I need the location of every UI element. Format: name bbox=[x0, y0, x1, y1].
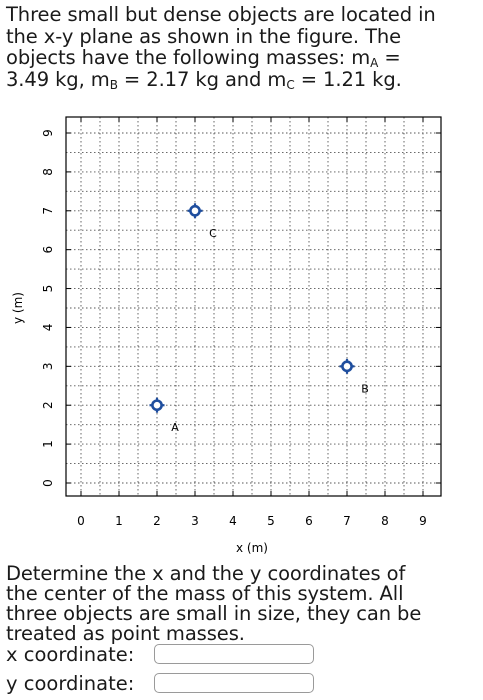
point-marker bbox=[151, 399, 163, 412]
y-tick-label: 7 bbox=[41, 207, 55, 215]
y-tick-label: 8 bbox=[41, 168, 55, 176]
x-axis-label: x (m) bbox=[236, 541, 268, 555]
problem-line-3: objects have the following masses: mA = bbox=[6, 47, 480, 69]
x-tick-label: 1 bbox=[115, 514, 123, 528]
x-tick-label: 4 bbox=[229, 514, 237, 528]
point-c: C bbox=[187, 203, 217, 240]
x-tick-labels: 0 1 2 3 4 5 6 7 8 9 bbox=[77, 514, 427, 528]
point-a: A bbox=[149, 397, 179, 434]
x-coordinate-input[interactable] bbox=[154, 644, 314, 664]
y-tick-label: 6 bbox=[41, 246, 55, 254]
x-tick-label: 6 bbox=[305, 514, 313, 528]
y-tick-label: 4 bbox=[41, 324, 55, 332]
x-tick-label: 7 bbox=[343, 514, 351, 528]
y-axis-label: y (m) bbox=[11, 292, 25, 324]
axis-ticks bbox=[66, 117, 441, 496]
data-points: A B C bbox=[149, 203, 369, 434]
point-label: A bbox=[171, 421, 179, 434]
x-tick-label: 0 bbox=[77, 514, 85, 528]
y-tick-label: 2 bbox=[41, 401, 55, 409]
question-line-4: treated as point masses. bbox=[6, 622, 245, 645]
point-b: B bbox=[339, 358, 369, 395]
y-tick-labels: 0 1 2 3 4 5 6 7 8 9 bbox=[41, 129, 55, 487]
problem-line-1: Three small but dense objects are locate… bbox=[6, 3, 436, 26]
y-tick-label: 9 bbox=[41, 129, 55, 137]
point-label: C bbox=[209, 227, 217, 240]
y-tick-label: 1 bbox=[41, 440, 55, 448]
x-tick-label: 2 bbox=[153, 514, 161, 528]
masses-intro: objects have the following masses: m bbox=[6, 46, 371, 69]
subscript-b: B bbox=[109, 77, 118, 92]
mass-b-value: = 2.17 kg and m bbox=[117, 67, 287, 91]
problem-line-4: 3.49 kg, mB = 2.17 kg and mC = 1.21 kg. bbox=[6, 67, 480, 92]
point-label: B bbox=[361, 382, 369, 395]
question-text: Determine the x and the y coordinates of… bbox=[6, 564, 480, 644]
x-tick-label: 5 bbox=[267, 514, 275, 528]
equals-sign: = bbox=[378, 46, 401, 69]
y-tick-label: 3 bbox=[41, 363, 55, 371]
x-coordinate-label: x coordinate: bbox=[6, 643, 135, 666]
x-tick-label: 9 bbox=[419, 514, 427, 528]
subscript-c: C bbox=[286, 77, 295, 92]
mass-a-value: 3.49 kg, m bbox=[6, 67, 110, 91]
y-coordinate-label: y coordinate: bbox=[6, 672, 135, 695]
subscript-a: A bbox=[370, 56, 379, 70]
y-coordinate-input[interactable] bbox=[154, 673, 314, 693]
problem-line-2: the x-y plane as shown in the figure. Th… bbox=[6, 24, 402, 48]
point-marker bbox=[189, 204, 201, 217]
plot-frame bbox=[65, 116, 442, 497]
mass-c-value: = 1.21 kg. bbox=[294, 67, 402, 91]
question-line-2: the center of the mass of this system. A… bbox=[6, 582, 404, 605]
x-tick-label: 3 bbox=[191, 514, 199, 528]
y-tick-label: 0 bbox=[41, 479, 55, 487]
grid-lines bbox=[66, 117, 441, 496]
question-line-1: Determine the x and the y coordinates of bbox=[6, 562, 406, 585]
x-tick-label: 8 bbox=[381, 514, 389, 528]
y-tick-label: 5 bbox=[41, 285, 55, 293]
problem-statement: Three small but dense objects are locate… bbox=[6, 3, 480, 92]
question-line-3: three objects are small in size, they ca… bbox=[6, 602, 422, 625]
point-marker bbox=[341, 360, 353, 373]
